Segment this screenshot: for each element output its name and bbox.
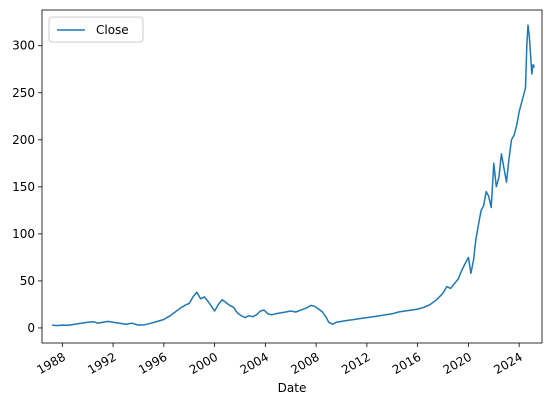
legend-frame	[48, 16, 144, 43]
y-tick-label: 50	[20, 274, 35, 288]
x-tick-label: 1992	[85, 350, 118, 377]
plot-background	[42, 10, 542, 343]
x-tick-label: 1996	[136, 350, 169, 377]
x-tick-label: 2016	[390, 350, 423, 377]
x-tick-label: 2008	[288, 350, 321, 377]
y-axis: 0 50 100 150 200 250 300	[12, 39, 42, 335]
x-tick-label: 2000	[187, 350, 220, 377]
plot-frame	[41, 9, 543, 344]
y-tick-label: 200	[12, 133, 35, 147]
x-axis-title: Date	[278, 381, 307, 395]
y-tick-label: 100	[12, 227, 35, 241]
x-tick-label: 1988	[35, 350, 68, 377]
y-tick-label: 150	[12, 180, 35, 194]
x-tick-label: 2012	[339, 350, 372, 377]
y-tick-label: 0	[27, 321, 35, 335]
close-series-line	[52, 24, 536, 327]
x-tick-label: 2004	[238, 350, 271, 377]
x-tick-label: 2020	[441, 350, 474, 377]
legend-label-close: Close	[96, 23, 129, 37]
y-tick-label: 300	[12, 39, 35, 53]
x-tick-label: 2024	[491, 350, 524, 377]
legend: Close	[48, 16, 144, 43]
y-tick-label: 250	[12, 86, 35, 100]
x-axis: 1988 1992 1996 2000 2004 2008 2012 2016 2020 2024	[35, 343, 525, 377]
